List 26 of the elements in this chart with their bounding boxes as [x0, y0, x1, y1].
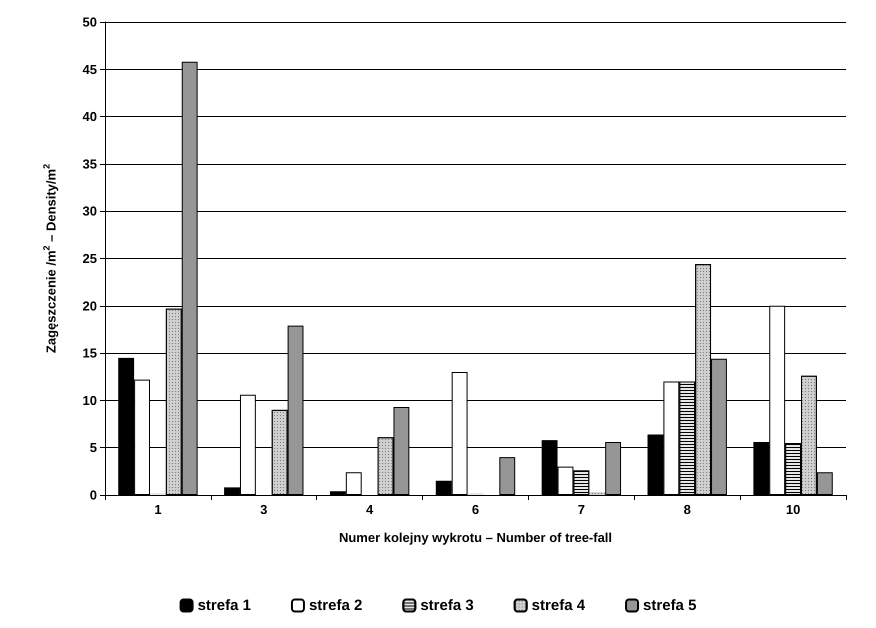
y-tick-label: 20	[82, 298, 97, 314]
x-tick-label: 1	[154, 502, 162, 517]
x-tick-label: 3	[260, 502, 268, 517]
x-axis-title: Numer kolejny wykrotu – Number of tree-fall	[338, 530, 612, 545]
legend-label: strefa 3	[420, 597, 474, 614]
legend-label: strefa 1	[198, 597, 251, 614]
y-tick-label: 30	[82, 204, 97, 219]
x-tick-label: 8	[684, 502, 691, 517]
x-tick-label: 7	[578, 502, 585, 517]
legend-label: strefa 4	[532, 597, 586, 614]
legend-label: strefa 5	[643, 597, 696, 614]
bar	[499, 457, 516, 495]
y-axis-title: Zagęszczenie /m2 – Density/m2	[42, 164, 58, 354]
x-tick-label: 4	[366, 502, 374, 517]
y-tick-label: 40	[82, 109, 97, 124]
legend-label: strefa 2	[308, 597, 362, 614]
y-tick-label: 15	[82, 346, 97, 361]
x-tick-label: 10	[786, 502, 800, 517]
y-tick-label: 35	[82, 156, 97, 172]
y-tick-label: 0	[90, 488, 97, 502]
y-tick-label: 10	[82, 392, 97, 408]
x-tick-label: 6	[472, 502, 480, 517]
y-tick-label: 45	[82, 62, 97, 77]
y-tick-label: 5	[90, 440, 97, 456]
y-tick-label: 25	[82, 251, 97, 266]
y-tick-label: 50	[82, 14, 97, 30]
